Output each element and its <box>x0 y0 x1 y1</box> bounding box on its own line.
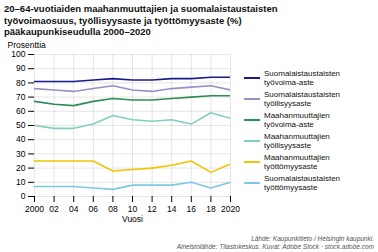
html-text:Suomalaistaustaisten työttömyy: Suomalaistaustaisten työttömyysaste <box>264 174 340 192</box>
svg-text:20: 20 <box>16 162 26 172</box>
html-text:Suomalaistaustaisten työllisyy: Suomalaistaustaisten työllisyysaste <box>264 90 340 108</box>
svg-text:16: 16 <box>187 203 197 213</box>
svg-text:50: 50 <box>16 120 26 130</box>
svg-text:2000: 2000 <box>25 203 44 213</box>
svg-text:18: 18 <box>206 203 216 213</box>
html-text:Maahanmuuttajien työvoima-aste: Maahanmuuttajien työvoima-aste <box>264 111 330 129</box>
svg-text:60: 60 <box>16 106 26 116</box>
html-text:20–64-vuotiaiden maahanmuuttaj: 20–64-vuotiaiden maahanmuuttajien ja suo… <box>4 3 278 37</box>
svg-text:40: 40 <box>16 134 26 144</box>
svg-text:04: 04 <box>69 203 79 213</box>
html-text:Maahanmuuttajien työttömyysast: Maahanmuuttajien työttömyysaste <box>264 153 330 171</box>
svg-text:10: 10 <box>128 203 138 213</box>
svg-text:12: 12 <box>147 203 157 213</box>
svg-text:Vuosi: Vuosi <box>122 213 143 223</box>
svg-text:30: 30 <box>16 148 26 158</box>
svg-text:80: 80 <box>16 77 26 87</box>
html-text:Suomalaistaustaisten työvoima-: Suomalaistaustaisten työvoima-aste <box>264 69 340 87</box>
svg-text:0: 0 <box>21 191 26 201</box>
svg-text:100: 100 <box>11 49 25 59</box>
html-text:Lähde: Kaupunkitieto / Helsing: Lähde: Kaupunkitieto / Helsingin kaupunk… <box>176 235 374 250</box>
svg-text:70: 70 <box>16 91 26 101</box>
svg-text:Prosenttia: Prosenttia <box>8 39 47 49</box>
svg-text:2020: 2020 <box>221 203 240 213</box>
html-text:Maahanmuuttajien työllisyysast: Maahanmuuttajien työllisyysaste <box>264 132 330 150</box>
svg-text:08: 08 <box>108 203 118 213</box>
svg-text:90: 90 <box>16 63 26 73</box>
svg-text:02: 02 <box>49 203 59 213</box>
svg-text:06: 06 <box>89 203 99 213</box>
svg-text:14: 14 <box>167 203 177 213</box>
svg-text:10: 10 <box>16 177 26 187</box>
